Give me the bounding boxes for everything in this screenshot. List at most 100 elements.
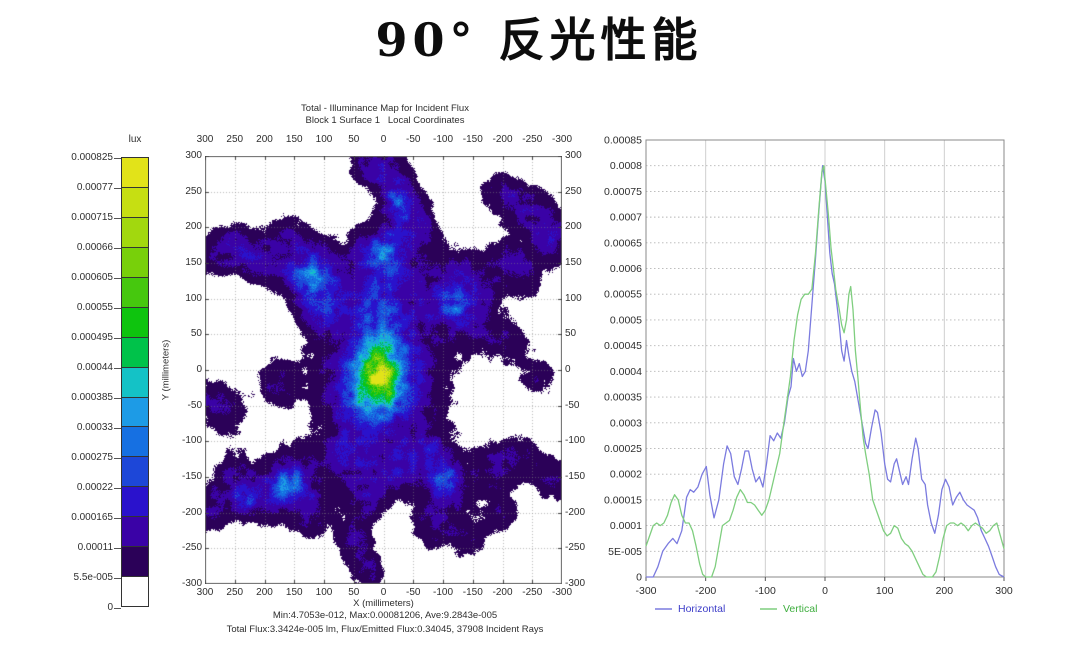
map-tick-label: -250 [522, 134, 543, 145]
profile-x-tick-label: 200 [936, 585, 954, 597]
map-tick-label: 300 [196, 134, 214, 145]
map-tick-label: 100 [315, 134, 333, 145]
map-tick-label: 300 [185, 150, 202, 161]
colorbar-tick-mark [114, 337, 121, 339]
profile-y-tick-label: 0.0004 [610, 366, 642, 378]
map-title-line1: Total - Illuminance Map for Incident Flu… [301, 103, 469, 114]
colorbar-tick-mark [114, 277, 121, 279]
colorbar-tick-label: 0.000165 [28, 512, 121, 524]
profile-y-tick-label: 0 [636, 572, 642, 584]
colorbar-tick-label: 0.000495 [28, 332, 121, 344]
profile-x-tick-label: 300 [995, 585, 1013, 597]
profile-x-tick-label: 0 [822, 585, 828, 597]
map-tick-label: 250 [565, 185, 582, 197]
map-y-axis-label: Y (millimeters) [160, 339, 172, 401]
colorbar-tick-label: 0.00044 [28, 362, 121, 374]
profile-y-tick-label: 0.00055 [604, 289, 642, 301]
map-tick-label: -300 [551, 587, 572, 598]
colorbar-tick-mark [114, 607, 121, 609]
colorbar-tick-label: 0.000605 [28, 272, 121, 284]
colorbar-segment [122, 337, 148, 368]
colorbar-segment [122, 517, 148, 548]
map-tick-label: -100 [181, 435, 202, 447]
colorbar-segment [122, 277, 148, 308]
colorbar-tick-label: 0.000275 [28, 452, 121, 464]
colorbar-tick-mark [114, 307, 121, 309]
colorbar-tick-mark [114, 157, 121, 159]
profile-chart: 0.00085 0.0008 0.00075 0.0007 0.00065 0.0006 0… [604, 135, 1013, 616]
series-line-vertical [645, 165, 1005, 578]
colorbar-tick-label: 0 [28, 602, 121, 614]
map-tick-label: -150 [565, 471, 586, 482]
colorbar-segment [122, 427, 148, 458]
map-tick-label: 200 [185, 221, 202, 233]
colorbar-tick-mark [114, 397, 121, 399]
map-tick-label: 0 [196, 364, 202, 375]
map-tick-label: -200 [492, 587, 513, 598]
map-tick-label: 250 [226, 134, 244, 145]
map-tick-label: 0 [380, 134, 387, 145]
map-tick-label: -150 [462, 134, 483, 145]
colorbar-tick-mark [114, 487, 121, 489]
map-tick-label: -100 [565, 435, 586, 447]
colorbar-tick-mark [114, 577, 121, 579]
colorbar-segment [122, 577, 148, 607]
map-title-line2: Block 1 Surface 1 Local Coordinates [305, 115, 465, 126]
colorbar-segment [122, 307, 148, 338]
colorbar-segment [122, 547, 148, 578]
map-tick-label: -300 [551, 134, 572, 145]
profile-y-tick-label: 0.00075 [604, 186, 642, 198]
colorbar-tick-label: 0.00066 [28, 242, 121, 254]
map-tick-label: 50 [348, 134, 360, 145]
colorbar-tick-label: 5.5e-005 [28, 572, 121, 584]
colorbar-tick-label: 0.000715 [28, 212, 121, 224]
profile-y-tick-label: 0.0002 [610, 469, 642, 481]
map-tick-label: -150 [462, 587, 483, 598]
colorbar-segment [122, 367, 148, 398]
profile-y-tick-label: 0.0007 [610, 212, 642, 224]
colorbar-tick-mark [114, 187, 121, 189]
profile-y-tick-label: 0.0005 [610, 314, 642, 326]
profile-x-tick-label: -100 [755, 585, 776, 597]
map-tick-label: -50 [406, 134, 421, 145]
colorbar-segment [122, 187, 148, 218]
map-tick-label: 50 [348, 587, 360, 598]
colorbar-tick-label: 0.000385 [28, 392, 121, 404]
profile-y-tick-label: 0.00085 [604, 135, 642, 147]
colorbar-segment [122, 457, 148, 488]
map-x-axis-label: X (millimeters) [353, 598, 414, 609]
map-tick-label: -50 [187, 399, 202, 411]
map-tick-label: -200 [565, 506, 586, 518]
colorbar-tick-mark [114, 517, 121, 519]
colorbar-segment [122, 158, 148, 188]
map-tick-label: -300 [565, 578, 586, 589]
map-tick-label: 150 [285, 134, 303, 145]
map-tick-label: -250 [522, 587, 543, 598]
colorbar-tick-mark [114, 367, 121, 369]
map-tick-label: 0 [565, 364, 571, 375]
colorbar-tick-mark [114, 547, 121, 549]
map-tick-label: 250 [185, 185, 202, 197]
colorbar-tick-label: 0.00022 [28, 482, 121, 494]
colorbar-tick-label: 0.00011 [28, 542, 121, 554]
map-tick-label: 200 [256, 587, 273, 598]
map-tick-label: -300 [181, 578, 202, 589]
colorbar-tick-mark [114, 457, 121, 459]
map-tick-label: 150 [285, 587, 303, 598]
map-tick-label: 300 [196, 587, 214, 598]
legend-label-vertical: Vertical [783, 603, 817, 615]
colorbar-tick-mark [114, 427, 121, 429]
map-tick-label: -50 [406, 587, 421, 598]
map-tick-label: -50 [565, 399, 580, 411]
colorbar-tick-mark [114, 217, 121, 219]
map-tick-label: -100 [432, 134, 453, 145]
profile-y-tick-label: 0.00015 [604, 494, 642, 506]
map-stats-line2: Total Flux:3.3424e-005 lm, Flux/Emitted … [226, 624, 544, 635]
map-stats-line1: Min:4.7053e-012, Max:0.00081206, Ave:9.2… [272, 610, 498, 621]
colorbar-segment [122, 487, 148, 518]
profile-x-tick-label: 100 [876, 585, 894, 597]
colorbar-tick-label: 0.00033 [28, 422, 121, 434]
colorbar-tick-label: 0.00077 [28, 182, 121, 194]
map-tick-label: 100 [565, 292, 582, 304]
profile-y-tick-label: 0.0008 [610, 160, 642, 172]
